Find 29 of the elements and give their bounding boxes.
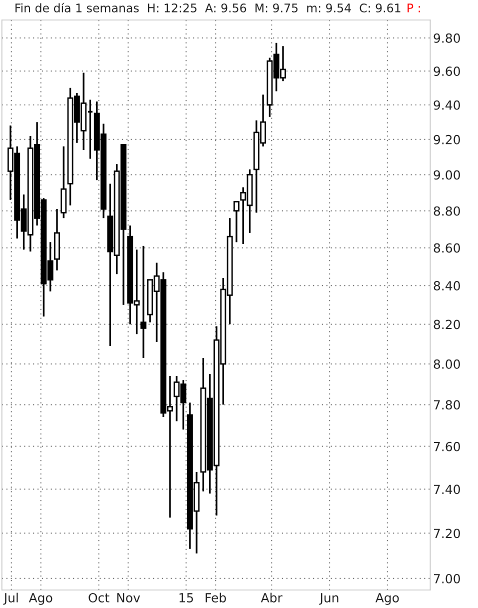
y-tick-label: 8.60 bbox=[434, 243, 460, 253]
x-tick-label: Abr bbox=[260, 592, 282, 602]
y-tick-label: 7.80 bbox=[434, 400, 460, 410]
y-tick-label: 9.60 bbox=[434, 66, 460, 76]
x-tick-label: 15 bbox=[180, 593, 194, 602]
y-tick-label: 8.40 bbox=[434, 281, 460, 291]
x-tick-label: Feb bbox=[206, 592, 226, 602]
chart-title: Fin de día 1 semanas H: 12:25 A: 9.56 M: 9.75 m: 9.54 C: 9.61 bbox=[16, 2, 400, 12]
x-tick-label: Jul bbox=[3, 592, 18, 605]
candlestick bbox=[234, 200, 240, 244]
x-tick-label: Ago bbox=[375, 593, 399, 605]
y-tick-label: 9.40 bbox=[434, 100, 460, 110]
x-tick-label: Ago bbox=[28, 593, 52, 605]
x-tick-label: Oct bbox=[88, 593, 110, 602]
candlestick bbox=[60, 146, 67, 219]
y-tick-label: 8.00 bbox=[434, 359, 460, 369]
y-tick-label: 7.00 bbox=[434, 574, 460, 584]
x-tick-label: Jun bbox=[319, 593, 338, 605]
y-tick-label: 7.20 bbox=[434, 528, 460, 538]
y-tick-label: 8.20 bbox=[434, 320, 460, 330]
text: P : bbox=[408, 4, 420, 12]
y-tick-label: 7.60 bbox=[434, 442, 460, 452]
y-tick-label: 7.40 bbox=[434, 484, 460, 494]
y-tick-label: 8.80 bbox=[434, 206, 460, 216]
y-tick-label: 9.80 bbox=[434, 33, 460, 43]
x-tick-label: Nov bbox=[117, 593, 140, 602]
y-tick-label: 9.00 bbox=[434, 170, 460, 180]
y-tick-label: 9.20 bbox=[434, 134, 460, 144]
candlestick bbox=[140, 245, 146, 359]
